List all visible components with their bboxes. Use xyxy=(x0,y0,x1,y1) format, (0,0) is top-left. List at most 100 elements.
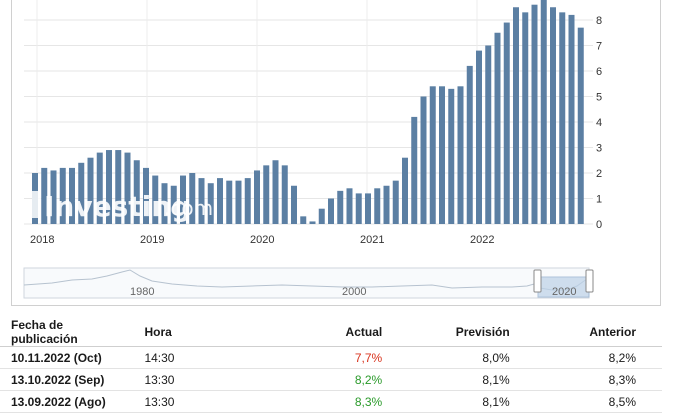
table-header-row: Fecha de publicación Hora Actual Previsi… xyxy=(0,318,662,347)
chart-bar[interactable] xyxy=(133,160,140,224)
y-tick-label: 4 xyxy=(596,117,602,129)
chart-bar[interactable] xyxy=(513,7,519,224)
chart-bar[interactable] xyxy=(318,208,325,224)
header-actual[interactable]: Actual xyxy=(286,318,409,347)
range-navigator[interactable]: 1980 2000 2020 xyxy=(23,267,594,299)
x-axis: 2018 2019 2020 2021 2022 xyxy=(30,234,494,246)
chart-bar[interactable] xyxy=(69,167,75,224)
cell-previous: 8,2% xyxy=(535,346,662,369)
chart-bar[interactable] xyxy=(161,183,168,224)
chart-bar[interactable] xyxy=(494,32,501,224)
cell-actual: 8,2% xyxy=(286,368,409,391)
chart-bar[interactable] xyxy=(115,150,122,224)
cell-date: 13.09.2022 (Ago) xyxy=(0,390,134,413)
navigator-tick-label: 1980 xyxy=(130,286,154,298)
chart-bar[interactable] xyxy=(180,175,186,224)
chart-bar[interactable] xyxy=(540,0,547,225)
chart-bar[interactable] xyxy=(503,22,510,224)
chart-bar[interactable] xyxy=(198,178,205,224)
chart-bar[interactable] xyxy=(281,165,288,224)
chart-bar[interactable] xyxy=(244,178,251,224)
chart-bar[interactable] xyxy=(235,180,242,224)
chart-bar[interactable] xyxy=(531,4,538,225)
chart-bar[interactable] xyxy=(374,188,381,224)
chart-bar[interactable] xyxy=(411,116,418,224)
x-tick-label: 2020 xyxy=(250,234,274,246)
chart-bar[interactable] xyxy=(263,165,270,224)
chart-bar[interactable] xyxy=(50,170,57,224)
chart-bar[interactable] xyxy=(309,221,316,224)
chart-bar[interactable] xyxy=(106,150,112,224)
chart-bar[interactable] xyxy=(522,12,529,224)
y-tick-label: 5 xyxy=(596,92,602,104)
header-time[interactable]: Hora xyxy=(133,318,287,347)
cell-previous: 8,5% xyxy=(535,390,662,413)
chart-bar[interactable] xyxy=(272,160,279,224)
y-tick-label: 0 xyxy=(596,219,602,231)
chart-bar[interactable] xyxy=(217,178,223,224)
chart-bar[interactable] xyxy=(78,162,85,224)
cell-previous: 8,3% xyxy=(535,368,662,391)
chart-bar[interactable] xyxy=(300,216,307,224)
table-row: 13.09.2022 (Ago) 13:30 8,3% 8,1% 8,5% xyxy=(0,390,662,413)
chart-bar[interactable] xyxy=(429,86,436,224)
cell-actual: 7,7% xyxy=(286,346,409,369)
table-row: 13.10.2022 (Sep) 13:30 8,2% 8,1% 8,3% xyxy=(0,368,662,391)
chart-bar[interactable] xyxy=(550,7,556,224)
release-history-table: Fecha de publicación Hora Actual Previsi… xyxy=(0,318,662,413)
chart-bar[interactable] xyxy=(226,180,233,224)
x-tick-label: 2022 xyxy=(470,234,494,246)
chart-bar[interactable] xyxy=(124,152,131,224)
chart-bar[interactable] xyxy=(143,167,149,224)
header-previous[interactable]: Anterior xyxy=(535,318,662,347)
chart-bar[interactable] xyxy=(152,175,159,224)
chart-bar[interactable] xyxy=(207,183,214,224)
watermark-text: Investing xyxy=(44,190,191,223)
chart-bar[interactable] xyxy=(476,50,482,224)
chart-bar[interactable] xyxy=(337,190,344,224)
y-axis: 0 1 2 3 4 5 6 7 8 xyxy=(596,15,602,231)
chart-bar[interactable] xyxy=(485,45,492,225)
chart-bar[interactable] xyxy=(87,157,94,224)
chart-bar[interactable] xyxy=(170,185,177,224)
y-tick-label: 2 xyxy=(596,168,602,180)
navigator-left-handle[interactable] xyxy=(533,269,542,293)
chart-bar[interactable] xyxy=(448,88,455,224)
chart-bar[interactable] xyxy=(346,188,353,224)
chart-bar[interactable] xyxy=(254,170,260,224)
chart-bar[interactable] xyxy=(577,27,584,225)
chart-bar[interactable] xyxy=(291,185,297,224)
chart-bar[interactable] xyxy=(457,86,464,224)
chart-bar[interactable] xyxy=(420,96,427,225)
chart-bar[interactable] xyxy=(96,152,103,224)
chart-bar[interactable] xyxy=(402,157,408,224)
header-forecast[interactable]: Previsión xyxy=(408,318,536,347)
chart-bar[interactable] xyxy=(41,167,48,224)
chart-bar[interactable] xyxy=(328,198,334,225)
cell-forecast: 8,1% xyxy=(408,368,536,391)
chart-bar[interactable] xyxy=(466,65,473,225)
chart-bar[interactable] xyxy=(189,173,196,224)
chart-bar[interactable] xyxy=(383,185,390,224)
y-tick-label: 6 xyxy=(596,66,602,78)
cell-forecast: 8,0% xyxy=(408,346,536,369)
navigator-right-handle[interactable] xyxy=(585,269,594,293)
navigator-tick-label: 2000 xyxy=(342,286,366,298)
chart-bar[interactable] xyxy=(439,86,445,224)
chart-bar[interactable] xyxy=(365,193,371,224)
chart-bar[interactable] xyxy=(392,180,399,224)
chart-bar[interactable] xyxy=(568,14,575,225)
header-date[interactable]: Fecha de publicación xyxy=(0,318,134,347)
cell-time: 14:30 xyxy=(133,346,287,369)
investing-watermark-logo: Investing .com xyxy=(32,190,213,223)
chart-bar[interactable] xyxy=(355,193,362,224)
x-tick-label: 2019 xyxy=(140,234,164,246)
chart-bar[interactable] xyxy=(59,167,66,224)
cell-date: 10.11.2022 (Oct) xyxy=(0,346,134,369)
watermark-suffix: .com xyxy=(164,196,213,220)
cell-actual: 8,3% xyxy=(286,390,409,413)
chart-bar[interactable] xyxy=(559,12,566,224)
cell-forecast: 8,1% xyxy=(408,390,536,413)
y-tick-label: 7 xyxy=(596,41,602,53)
y-tick-label: 8 xyxy=(596,15,602,27)
